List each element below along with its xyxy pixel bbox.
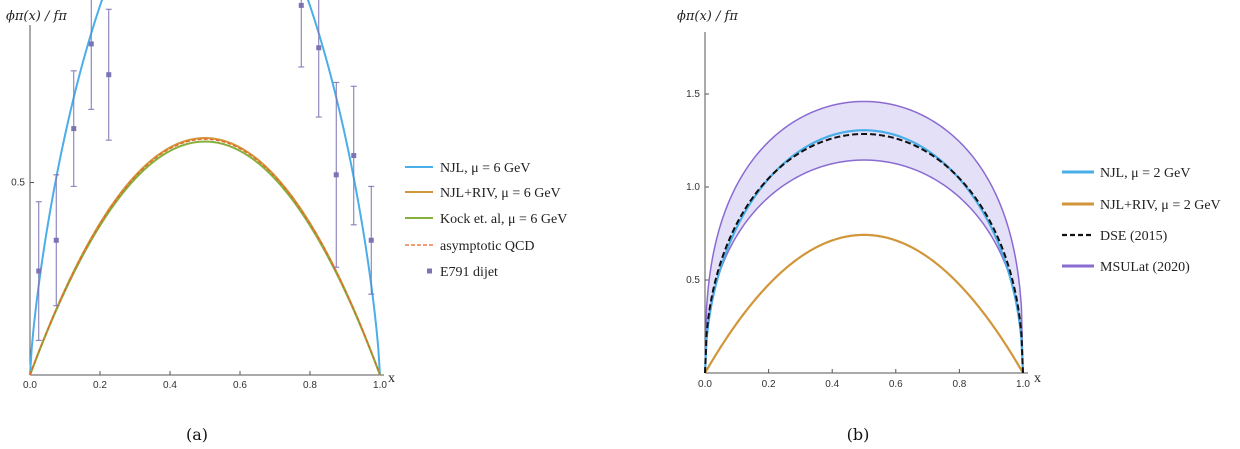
panel-b-band-fill (705, 101, 1023, 373)
panel-a-data-point (53, 174, 60, 307)
panel-b-band-upper (704, 100, 1024, 374)
panel-b-x-tick-label: 1.0 (1016, 379, 1030, 390)
panel-b-x-tick-label: 0.6 (889, 379, 903, 390)
panel-a-legend-label: Kock et. al, μ = 6 GeV (440, 212, 567, 227)
panel-b: ϕπ(x) / fπ x 0.0 0.2 0.4 0.6 0.8 1.0 0.5 1.0 1.5… (677, 9, 1221, 444)
panel-b-x-tick-label: 0.4 (825, 379, 839, 390)
panel-a-x-tick-label: 0.8 (303, 380, 317, 391)
panel-b-legend-label: MSULat (2020) (1100, 260, 1190, 275)
panel-b-caption: (b) (847, 425, 870, 444)
panel-b-x-tick-label: 0.0 (698, 379, 712, 390)
panel-b-legend-label: DSE (2015) (1100, 229, 1168, 244)
panel-b-series-1 (704, 233, 1024, 374)
panel-b-band-lower (704, 159, 1024, 374)
panel-b-x-tick-label: 0.8 (952, 379, 966, 390)
panel-b-legend-label: NJL, μ = 2 GeV (1100, 166, 1190, 181)
panel-a-legend-swatch-points (427, 268, 432, 274)
panel-a-data-point (315, 0, 322, 118)
panel-a-x-tick-label: 0.2 (93, 380, 107, 391)
panel-b-y-tick-label: 1.5 (686, 89, 700, 100)
panel-a-legend-label: NJL, μ = 6 GeV (440, 161, 530, 176)
panel-b-y-tick-label: 1.0 (686, 182, 700, 193)
panel-b-x-tick-label: 0.2 (762, 379, 776, 390)
panel-a-x-tick-label: 0.4 (163, 380, 177, 391)
panel-a-x-tick-label: 0.6 (233, 380, 247, 391)
panel-a-data-point (368, 185, 375, 295)
panel-a-series-2 (29, 140, 381, 376)
panel-b-ylabel: ϕπ(x) / fπ (677, 9, 738, 24)
panel-a-data-point (88, 0, 95, 110)
panel-a-legend-label: asymptotic QCD (440, 239, 535, 254)
panel-a-data-point (350, 85, 357, 226)
panel-a-data-point (298, 0, 305, 68)
panel-a-ylabel: ϕπ(x) / fπ (6, 9, 67, 24)
panel-b-series-2 (704, 132, 1024, 374)
panel-a-caption: (a) (186, 425, 208, 444)
panel-b-y-tick-label: 0.5 (686, 275, 700, 286)
panel-a-data-point (105, 8, 112, 141)
panel-a-x-tick-label: 1.0 (373, 380, 387, 391)
panel-a-data-point (333, 81, 340, 268)
panel-a-data-point (70, 70, 77, 187)
panel-a: ϕπ(x) / fπ x 0.00.20.40.60.81.00.51.01.5… (6, 0, 567, 444)
panel-a-xlabel: x (388, 371, 395, 386)
panel-a-x-tick-label: 0.0 (23, 380, 37, 391)
panel-a-legend-label-points: E791 dijet (440, 265, 498, 280)
panel-a-legend-label: NJL+RIV, μ = 6 GeV (440, 186, 561, 201)
panel-b-legend-label: NJL+RIV, μ = 2 GeV (1100, 198, 1221, 213)
panel-a-series-3 (29, 138, 381, 376)
panel-a-y-tick-label: 0.5 (11, 178, 25, 189)
panel-b-xlabel: x (1034, 371, 1041, 386)
panel-a-data-point (35, 201, 42, 341)
panel-a-series-0 (29, 0, 381, 376)
